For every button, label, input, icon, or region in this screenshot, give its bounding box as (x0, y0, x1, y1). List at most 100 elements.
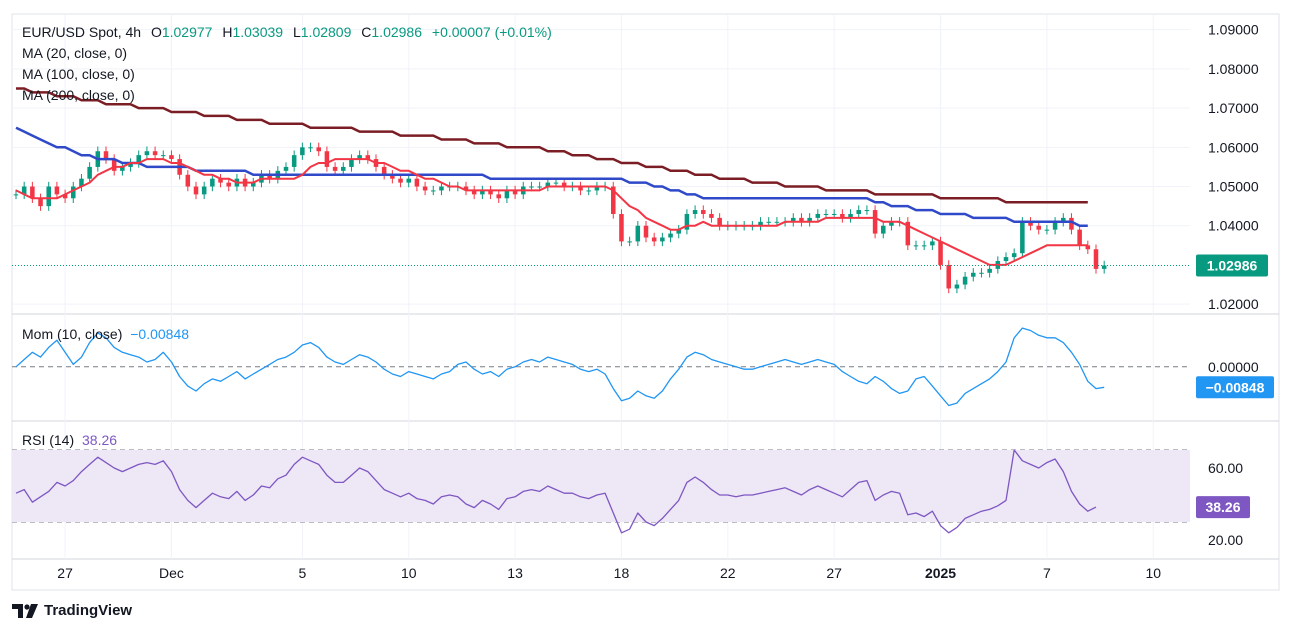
candle-body (111, 159, 117, 171)
candle-body (684, 213, 690, 230)
rsi-band (12, 450, 1190, 522)
candle-body (431, 190, 436, 192)
candle-body (251, 182, 256, 187)
x-tick-label: Dec (159, 565, 184, 581)
low-label: L (292, 24, 301, 40)
candle-body (30, 186, 35, 199)
candle-body (120, 166, 125, 171)
candle-body (381, 166, 387, 175)
candle-body (791, 217, 796, 222)
candle-body (946, 264, 951, 289)
mom-value: −0.00848 (130, 326, 190, 342)
candle-body (398, 178, 403, 183)
candle-body (38, 198, 43, 207)
candle-body (406, 178, 411, 183)
candle-body (913, 245, 919, 247)
open-value: 1.02977 (161, 24, 213, 40)
axis-layer: 27 Dec 5 10 13 18 22 27 2025 7 10 1.09000 1.08000 1.0… (57, 22, 1274, 581)
ma100-legend[interactable]: MA (100, close, 0) (22, 66, 135, 82)
high-label: H (222, 24, 233, 40)
x-tick-label: 2025 (925, 565, 956, 581)
candle-body (21, 186, 27, 195)
price-tick-label: 1.09000 (1208, 22, 1259, 38)
candle-body (332, 166, 338, 171)
candle-body (201, 186, 207, 195)
candle-body (774, 221, 780, 223)
candle-body (848, 213, 853, 218)
candle-body (267, 174, 272, 179)
candle-body (594, 186, 600, 191)
candle-body (561, 182, 567, 187)
candle-body (905, 221, 911, 246)
candle-body (54, 186, 60, 195)
candle-body (185, 174, 191, 187)
candle-body (586, 190, 591, 192)
candle-body (128, 163, 133, 167)
candle-body (758, 221, 763, 226)
candle-body (169, 155, 174, 160)
price-tick-label: 1.05000 (1208, 179, 1259, 195)
candle-body (627, 241, 632, 243)
ma20-line (15, 158, 1088, 266)
tradingview-logo[interactable]: TradingView (12, 602, 132, 619)
candle-body (136, 155, 141, 163)
rsi-value-badge (1196, 496, 1250, 519)
ma200-legend[interactable]: MA (200, close, 0) (22, 87, 135, 103)
candle-body (62, 194, 68, 199)
rsi-legend[interactable]: RSI (14) 38.26 (22, 432, 117, 448)
candle-body (193, 186, 199, 195)
candle-body (504, 190, 510, 199)
candle-body (578, 186, 583, 191)
ma20-legend[interactable]: MA (20, close, 0) (22, 45, 128, 61)
symbol-label[interactable]: EUR/USD Spot, 4h (22, 24, 142, 40)
ma200-line (16, 87, 1088, 204)
price-tick-label: 1.02000 (1208, 296, 1259, 312)
candle-body (226, 182, 231, 187)
open-label: O (150, 24, 162, 40)
x-tick-label: 27 (826, 565, 842, 581)
candle-body (545, 182, 551, 187)
candle-body (218, 178, 223, 183)
rsi-value: 38.26 (82, 432, 118, 448)
candle-body (611, 186, 616, 214)
price-tick-label: 1.08000 (1208, 61, 1259, 77)
candle-body (357, 155, 362, 160)
candle-body (439, 186, 444, 191)
candle-body (463, 186, 469, 191)
candle-body (930, 241, 935, 246)
candle-body (390, 174, 395, 179)
price-tick-label: 1.06000 (1208, 139, 1259, 155)
candle-body (144, 151, 150, 156)
candle-body (643, 225, 649, 238)
candle-body (807, 217, 812, 222)
rsi-value-label: 38.26 (1205, 499, 1240, 515)
candle-body (291, 155, 297, 167)
candle-body (938, 241, 943, 265)
rsi-band-layer (12, 450, 1190, 522)
candle-body (954, 284, 960, 289)
candle-body (422, 186, 428, 191)
candle-body (668, 233, 673, 238)
candle-body (881, 225, 886, 234)
candle-body (324, 151, 330, 167)
x-tick-label: 7 (1043, 565, 1051, 581)
candle-body (283, 166, 289, 171)
candle-body (529, 186, 534, 188)
candle-body (709, 213, 714, 218)
candle-body (13, 194, 19, 196)
candle-body (1011, 253, 1017, 258)
candle-body (889, 221, 894, 226)
candle-body (1101, 265, 1107, 269)
x-tick-label: 5 (298, 565, 306, 581)
candle-body (349, 159, 354, 167)
candle-body (71, 186, 76, 199)
close-value: 1.02986 (371, 24, 422, 40)
mom-legend[interactable]: Mom (10, close) −0.00848 (22, 326, 189, 342)
candle-body (1036, 225, 1041, 230)
candle-body (962, 276, 968, 285)
rsi-label: RSI (14) (22, 432, 75, 448)
candle-body (414, 178, 420, 187)
candle-body (300, 147, 305, 156)
x-tick-label: 27 (57, 565, 73, 581)
